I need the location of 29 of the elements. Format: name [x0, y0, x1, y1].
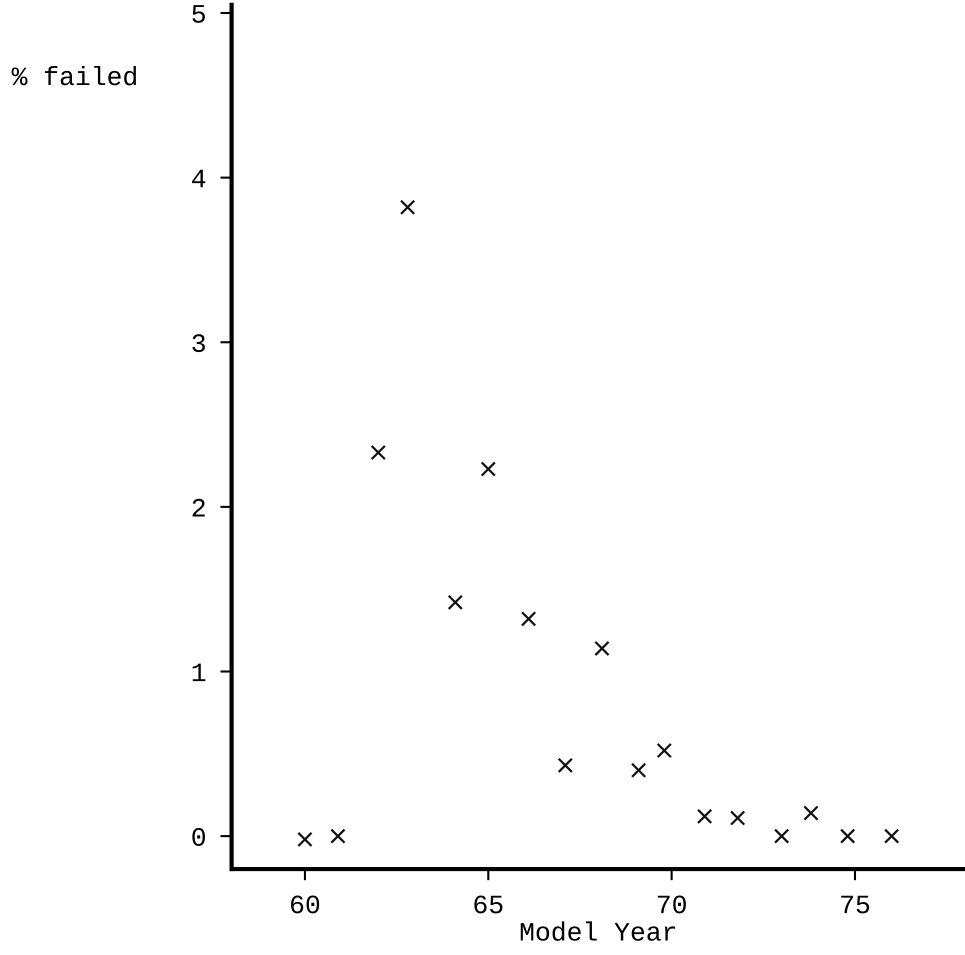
x-tick-label: 75: [841, 896, 870, 914]
y-tick-label: 2: [192, 498, 205, 516]
point: [330, 828, 346, 844]
y-axis-title: % failed: [12, 66, 136, 86]
point: [480, 461, 496, 477]
point: [803, 805, 819, 821]
y-tick-label: 0: [192, 828, 205, 846]
point: [400, 200, 416, 215]
point: [594, 640, 610, 656]
x-axis-title: Model Year: [520, 921, 676, 941]
point: [730, 810, 746, 826]
point: [448, 594, 463, 610]
point: [656, 742, 672, 758]
point: [774, 828, 790, 844]
y-tick-label: 4: [192, 170, 206, 188]
point: [370, 444, 386, 460]
x-tick-label: 65: [474, 896, 502, 914]
point: [297, 832, 313, 848]
point: [520, 611, 536, 627]
point: [630, 762, 646, 778]
point: [840, 828, 856, 844]
y-tick-label: 3: [192, 334, 205, 352]
point: [558, 758, 573, 774]
point: [696, 808, 712, 824]
y-tick-label: 1: [192, 664, 206, 682]
x-tick-label: 60: [291, 896, 320, 914]
y-tick-label: 5: [192, 5, 205, 23]
x-tick-label: 70: [658, 896, 686, 914]
point: [884, 828, 900, 844]
